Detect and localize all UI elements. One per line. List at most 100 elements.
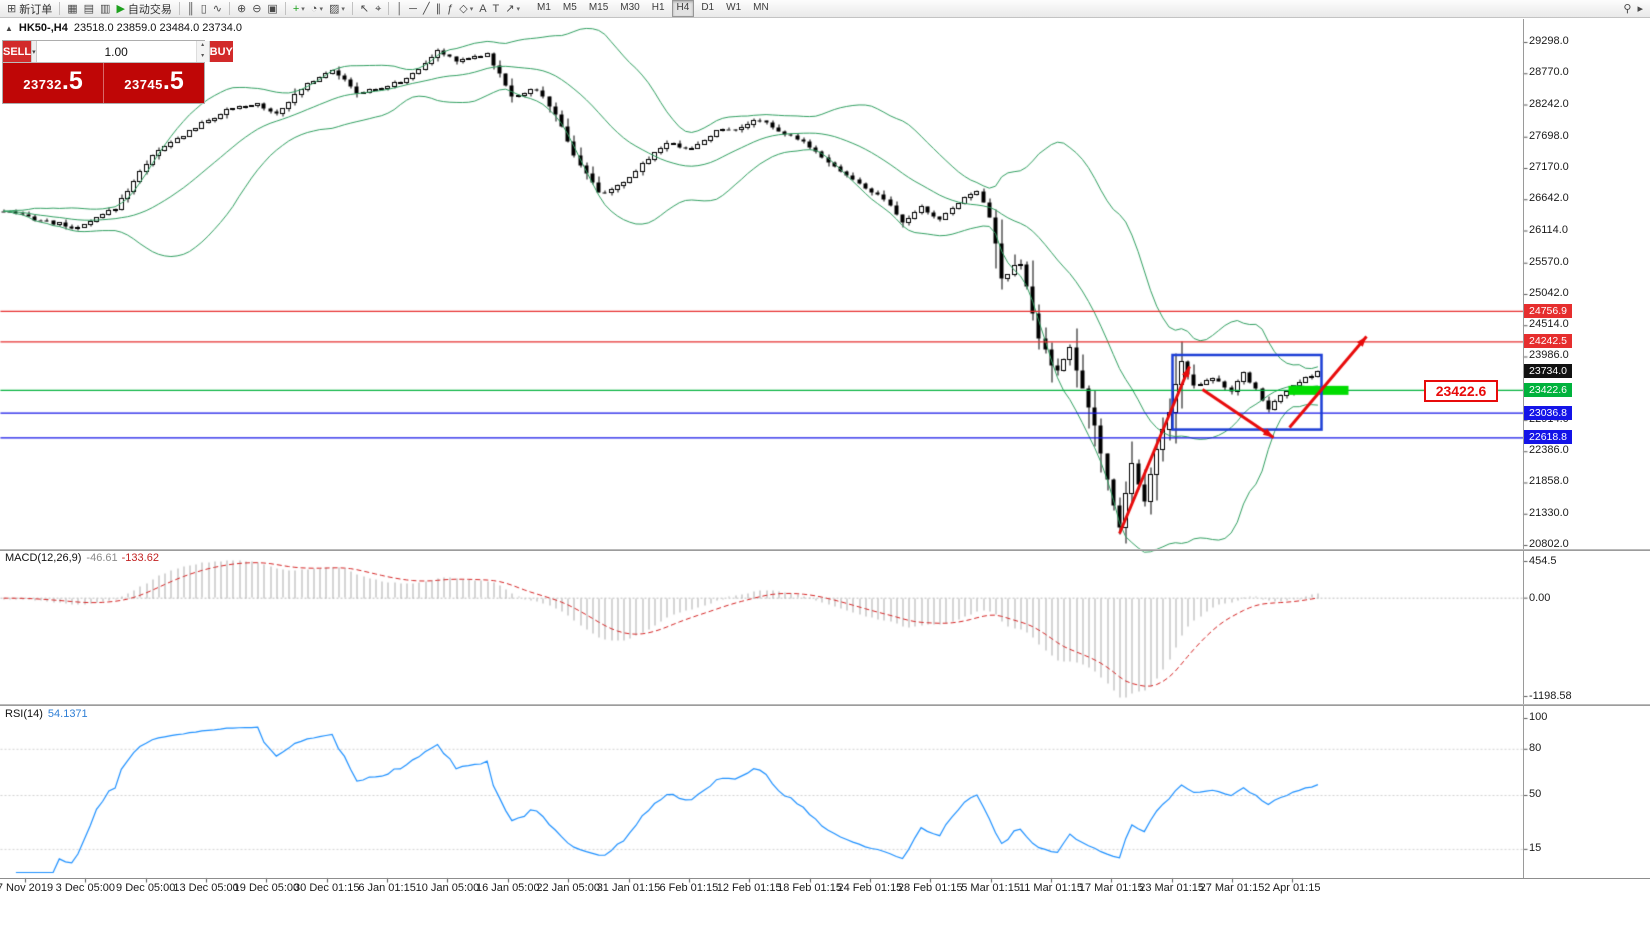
timeframe-h1[interactable]: H1	[651, 2, 665, 13]
templates-icon[interactable]: ▨ ▾	[326, 1, 348, 17]
zoom-out-icon[interactable]: ⊖	[249, 1, 264, 17]
timeframe-m1[interactable]: M1	[537, 2, 551, 13]
time-axis-label: 12 Feb 01:15	[716, 882, 782, 894]
price-axis-label: 27170.0	[1529, 160, 1569, 173]
zoom-in-icon[interactable]: ⊕	[234, 1, 249, 17]
one-click-panel-toggle-icon[interactable]: ▲	[5, 23, 13, 33]
charts-grid-icon[interactable]: ▦	[64, 1, 80, 17]
vertical-line-icon[interactable]: │	[393, 1, 406, 17]
time-axis-label: 30 Dec 01:15	[294, 882, 360, 894]
price-axis-label: 20802.0	[1529, 538, 1569, 550]
sell-price[interactable]: 23732.5	[3, 63, 104, 103]
candlestick-chart-icon: ▯	[200, 2, 207, 15]
shapes-icon[interactable]: ◇ ▾	[456, 1, 476, 17]
arrows-icon: ↗	[505, 2, 515, 15]
volume-stepper: ▴ ▾	[195, 41, 209, 62]
price-axis-label: 28770.0	[1529, 66, 1569, 79]
bar-chart-icon[interactable]: ║	[184, 1, 198, 17]
candlestick-chart-icon[interactable]: ▯	[198, 1, 210, 17]
expand-toolbar-icon[interactable]: ▸	[1634, 1, 1646, 17]
price-axis-border	[1523, 19, 1524, 878]
chevron-down-icon: ▾	[301, 5, 305, 13]
toolbar-separator	[388, 2, 390, 15]
line-chart-icon[interactable]: ∿	[210, 1, 225, 17]
vertical-line-icon: │	[396, 2, 404, 15]
fibonacci-icon[interactable]: ƒ	[444, 1, 456, 17]
price-axis-label: 21858.0	[1529, 475, 1569, 488]
channel-icon: ∥	[435, 2, 442, 15]
main-toolbar: ⊞ 新订单 ▦ ▤ ▥ ▶ 自动交易 ║ ▯ ∿ ⊕ ⊖ ▣ + ▾ ◔ ▾ ▨ ▾ ↖ ⌖ │ ─ ╱ ∥ ƒ ◇ ▾ A T ↗ ▾ M1…	[0, 0, 1650, 18]
text-icon[interactable]: A	[476, 1, 489, 17]
search-icon: ⚲	[1623, 2, 1632, 15]
expand-toolbar-icon: ▸	[1637, 2, 1643, 15]
new-order-icon: ⊞	[7, 2, 17, 15]
rsi-indicator-label: RSI(14) 54.1371	[5, 708, 88, 720]
time-axis-label: 28 Feb 01:15	[897, 882, 963, 894]
macd-axis-label: -1198.58	[1529, 690, 1572, 702]
price-axis-label: 26642.0	[1529, 192, 1569, 205]
volume-decrease-icon[interactable]: ▾	[196, 51, 209, 62]
toolbar-separator	[59, 2, 61, 15]
price-tag-24242-5: 24242.5	[1524, 334, 1572, 349]
time-axis-label: 24 Feb 01:15	[837, 882, 903, 894]
toolbar-right-icons: ⚲ ▸	[1620, 1, 1646, 17]
price-callout-label[interactable]: 23422.6	[1424, 380, 1498, 402]
horizontal-line-icon[interactable]: ─	[406, 1, 420, 17]
price-tag-24756-9: 24756.9	[1524, 303, 1572, 318]
periods-icon[interactable]: ◔ ▾	[308, 1, 326, 17]
charts-grid-icon: ▦	[67, 2, 78, 15]
text-label-icon[interactable]: T	[490, 1, 503, 17]
trendline-icon: ╱	[422, 2, 430, 15]
buy-button[interactable]: BUY	[209, 41, 233, 62]
time-axis-label: 10 Jan 05:00	[415, 882, 480, 894]
cursor-icon[interactable]: ↖	[357, 1, 372, 17]
volume-input[interactable]	[36, 41, 196, 62]
auto-trading-button-label: 自动交易	[127, 3, 172, 16]
timeframe-m30[interactable]: M30	[620, 2, 640, 13]
trendline-icon[interactable]: ╱	[420, 1, 433, 17]
timeframe-m15[interactable]: M15	[588, 2, 609, 13]
new-order-button[interactable]: ⊞ 新订单	[4, 1, 55, 17]
volume-field-wrap: ▴ ▾	[36, 41, 210, 62]
price-axis-label: 25042.0	[1529, 286, 1569, 299]
price-tag-22618-8: 22618.8	[1524, 430, 1572, 445]
timeframe-w1[interactable]: W1	[726, 2, 742, 13]
indicators-add-icon[interactable]: + ▾	[290, 1, 308, 17]
search-icon[interactable]: ⚲	[1620, 1, 1634, 17]
rsi-axis-label: 100	[1529, 711, 1548, 723]
macd-panel-splitter[interactable]	[0, 549, 1650, 551]
price-axis-label: 26114.0	[1529, 223, 1568, 236]
rsi-panel-splitter[interactable]	[0, 704, 1650, 706]
chart-symbol-period: HK50-,H4	[18, 22, 68, 34]
timeframe-h4[interactable]: H4	[671, 0, 695, 17]
crosshair-icon[interactable]: ⌖	[372, 1, 384, 17]
price-axis-label: 27698.0	[1529, 129, 1569, 142]
timeframe-d1[interactable]: D1	[701, 2, 715, 13]
timeframe-m5[interactable]: M5	[562, 2, 577, 13]
tile-windows-icon[interactable]: ▣	[264, 1, 280, 17]
buy-price[interactable]: 23745.5	[104, 63, 204, 103]
data-window-icon[interactable]: ▥	[97, 1, 113, 17]
auto-trading-button[interactable]: ▶ 自动交易	[113, 1, 174, 17]
trade-panel-controls: SELL ▾ ▴ ▾ BUY	[3, 41, 233, 63]
time-axis-label: 27 Mar 01:15	[1199, 882, 1265, 894]
auto-trading-icon: ▶	[116, 2, 125, 15]
profiles-icon[interactable]: ▤	[81, 1, 97, 17]
arrows-icon[interactable]: ↗ ▾	[502, 1, 523, 17]
price-tag-23422-6: 23422.6	[1524, 382, 1572, 397]
volume-increase-icon[interactable]: ▴	[196, 41, 209, 52]
toolbar-separator	[228, 2, 230, 15]
price-axis-label: 24514.0	[1529, 318, 1569, 331]
volume-dropdown-caret-icon[interactable]: ▾	[31, 41, 37, 62]
timeframe-mn[interactable]: MN	[753, 2, 769, 13]
line-chart-icon: ∿	[212, 2, 222, 15]
price-tag-23036-8: 23036.8	[1524, 405, 1572, 420]
channel-icon[interactable]: ∥	[433, 1, 445, 17]
toolbar-separator	[284, 2, 286, 15]
text-label-icon: T	[492, 2, 500, 15]
price-axis-label: 23986.0	[1529, 349, 1569, 362]
data-window-icon: ▥	[100, 2, 111, 15]
sell-button[interactable]: SELL	[3, 41, 32, 62]
macd-indicator-name: MACD(12,26,9)	[5, 552, 82, 564]
